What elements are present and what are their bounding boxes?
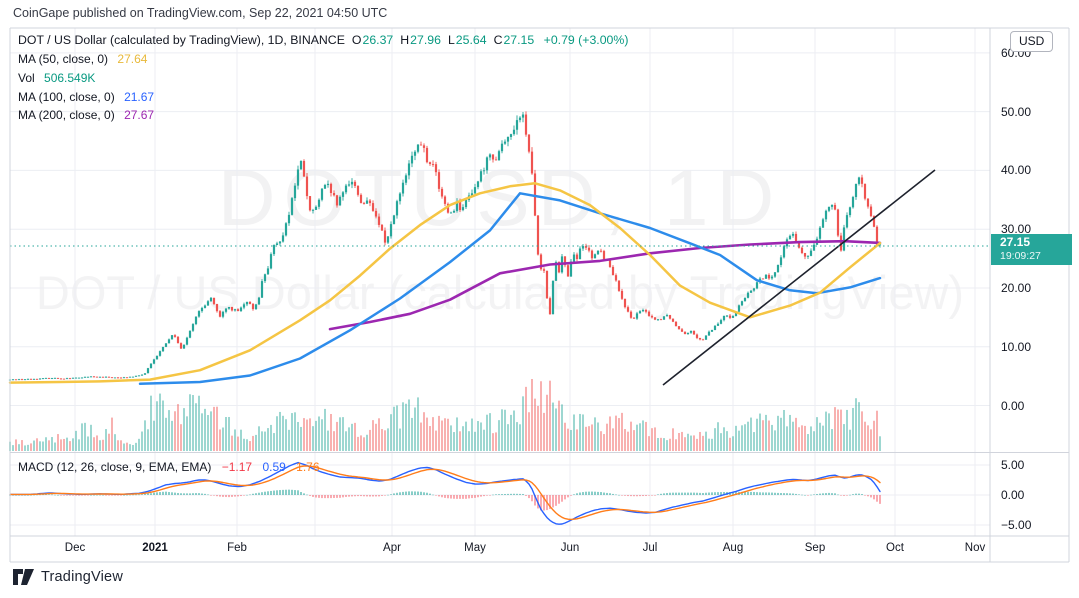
date-tick-label: Jul xyxy=(642,542,658,554)
date-tick-label: Sep xyxy=(804,542,826,554)
ma100-label: MA (100, close, 0) xyxy=(18,90,115,104)
symbol-title: DOT / US Dollar (calculated by TradingVi… xyxy=(18,33,345,47)
tradingview-logo-icon xyxy=(13,569,34,585)
macd-label: MACD (12, 26, close, 9, EMA, EMA) xyxy=(18,460,212,474)
date-tick-label: Jun xyxy=(560,542,580,554)
ma100-legend-row[interactable]: MA (100, close, 0) 21.67 xyxy=(18,90,154,104)
date-tick-label: Feb xyxy=(227,542,247,554)
date-tick-label: Apr xyxy=(383,542,401,554)
ma100-value: 21.67 xyxy=(124,90,155,104)
symbol-legend-row[interactable]: DOT / US Dollar (calculated by TradingVi… xyxy=(18,33,628,47)
last-price-badge: 27.15 19:09:27 xyxy=(991,233,1072,265)
ma50-label: MA (50, close, 0) xyxy=(18,52,109,66)
macd-tick-label: 5.00 xyxy=(1001,458,1025,472)
price-tick-label: 30.00 xyxy=(1001,222,1032,237)
ohlc-field-value: 26.37 xyxy=(362,33,394,47)
macd-signal-value: 1.76 xyxy=(296,460,320,474)
macd-lines xyxy=(9,461,881,525)
ma200-label: MA (200, close, 0) xyxy=(18,108,115,122)
published-attribution: CoinGape published on TradingView.com, S… xyxy=(13,6,388,20)
date-tick-label: 2021 xyxy=(142,542,168,554)
ohlc-field-label: H xyxy=(400,33,410,47)
date-tick-label: Oct xyxy=(886,542,904,554)
macd-tick-label: 0.00 xyxy=(1001,488,1025,502)
ma200-value: 27.67 xyxy=(124,108,155,122)
ohlc-field-value: 27.96 xyxy=(410,33,441,47)
date-tick-label: Dec xyxy=(64,542,86,554)
chart-frame xyxy=(9,27,1070,563)
ohlc-field-value: 25.64 xyxy=(455,33,487,47)
last-price: 27.15 xyxy=(1000,234,1031,249)
bar-countdown: 19:09:27 xyxy=(1000,249,1041,262)
ohlc-field-value: 27.15 xyxy=(503,33,535,47)
moving-averages xyxy=(8,182,882,386)
volume-value: 506.549K xyxy=(44,71,96,85)
ohlc-values: O26.37 H27.96 L25.64 C27.15 xyxy=(345,33,534,47)
ma50-legend-row[interactable]: MA (50, close, 0) 27.64 xyxy=(18,52,147,66)
price-tick-label: 10.00 xyxy=(1001,339,1032,354)
volume-label: Vol xyxy=(18,71,35,85)
volume-legend-row[interactable]: Vol 506.549K xyxy=(18,71,95,85)
macd-line-value: 0.59 xyxy=(262,460,286,474)
macd-tick-label: −5.00 xyxy=(1001,518,1032,532)
change-value: +0.79 (+3.00%) xyxy=(543,33,629,47)
candles xyxy=(8,111,882,381)
date-tick-label: Nov xyxy=(964,542,986,554)
date-tick-label: May xyxy=(464,542,486,554)
ma50-value: 27.64 xyxy=(117,52,148,66)
currency-badge[interactable]: USD xyxy=(1010,31,1054,52)
volume-bars xyxy=(9,379,881,451)
tradingview-logo-text: TradingView xyxy=(41,569,123,585)
ma200-legend-row[interactable]: MA (200, close, 0) 27.67 xyxy=(18,108,154,122)
macd-hist-value: −1.17 xyxy=(221,460,253,474)
tradingview-logo[interactable]: TradingView xyxy=(13,569,123,585)
date-tick-label: Aug xyxy=(722,542,744,554)
price-scale[interactable]: 60.00 50.00 40.00 30.00 20.00 10.00 0.00 5.00 0.… xyxy=(991,28,1079,536)
date-axis[interactable]: Dec 2021 Feb Apr May Jun Jul Aug Sep Oct Nov xyxy=(10,537,990,562)
trendline-drawing[interactable] xyxy=(662,169,936,386)
ohlc-field-label: C xyxy=(493,33,503,47)
price-tick-label: 20.00 xyxy=(1001,280,1032,295)
ohlc-field-label: O xyxy=(351,33,362,47)
price-tick-label: 50.00 xyxy=(1001,104,1032,119)
macd-legend-row[interactable]: MACD (12, 26, close, 9, EMA, EMA) −1.17 … xyxy=(18,460,320,474)
price-tick-label: 40.00 xyxy=(1001,163,1032,178)
ohlc-field-label: L xyxy=(447,33,455,47)
price-tick-label: 0.00 xyxy=(1001,398,1025,413)
